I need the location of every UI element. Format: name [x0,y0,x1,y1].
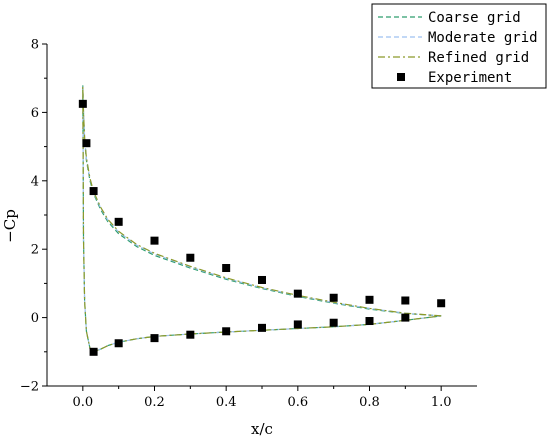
experiment-marker [329,293,338,302]
axes-layer [42,43,477,391]
series-line-3 [82,86,442,353]
y-tick-label: 2 [31,243,39,258]
experiment-marker [150,236,159,245]
x-tick-label: 0.8 [359,395,380,410]
experiment-marker [89,187,98,196]
experiment-marker [437,299,446,308]
experiment-marker [401,313,410,322]
experiment-marker [258,323,266,332]
x-tick-label: 0.0 [72,395,93,410]
legend-label: Refined grid [428,50,529,66]
experiment-marker [258,275,266,284]
experiment-marker [186,330,195,339]
x-tick-label: 0.4 [216,395,237,410]
experiment-marker [186,253,195,262]
experiment-marker [365,317,374,326]
legend-label: Coarse grid [428,10,521,26]
legend: Coarse grid Moderate grid Refined grid Expe… [371,3,547,89]
experiment-marker [150,334,159,343]
tick-labels-layer: 0.0 0.2 0.4 0.6 0.8 1.0 −2 0 2 4 6 8 [20,38,452,411]
legend-label: Experiment [428,70,512,86]
legend-marker [397,73,405,81]
x-tick-label: 0.2 [144,395,165,410]
experiment-marker [222,264,231,273]
experiment-marker [293,289,302,298]
y-tick-label: 4 [31,174,39,189]
series-line-1 [82,84,442,353]
experiment-markers-layer [78,99,446,356]
experiment-marker [78,99,87,108]
experiment-marker [365,295,374,304]
experiment-marker [329,318,338,327]
x-tick-label: 1.0 [431,395,452,410]
x-tick-label: 0.6 [287,395,308,410]
experiment-marker [114,217,123,226]
experiment-marker [293,320,302,329]
y-axis-title: −Cp [1,209,19,243]
experiment-marker [114,339,123,348]
x-axis-title: x/c [251,420,273,438]
y-tick-label: 6 [31,106,39,121]
y-tick-label: 0 [31,311,39,326]
experiment-marker [89,347,98,356]
experiment-marker [222,327,231,336]
series-line-2 [82,86,442,353]
series-lines-layer [82,84,442,353]
experiment-marker [401,296,410,305]
experiment-marker [82,139,91,148]
y-tick-label: 8 [31,38,39,53]
y-tick-label: −2 [20,380,39,395]
legend-label: Moderate grid [428,30,538,46]
